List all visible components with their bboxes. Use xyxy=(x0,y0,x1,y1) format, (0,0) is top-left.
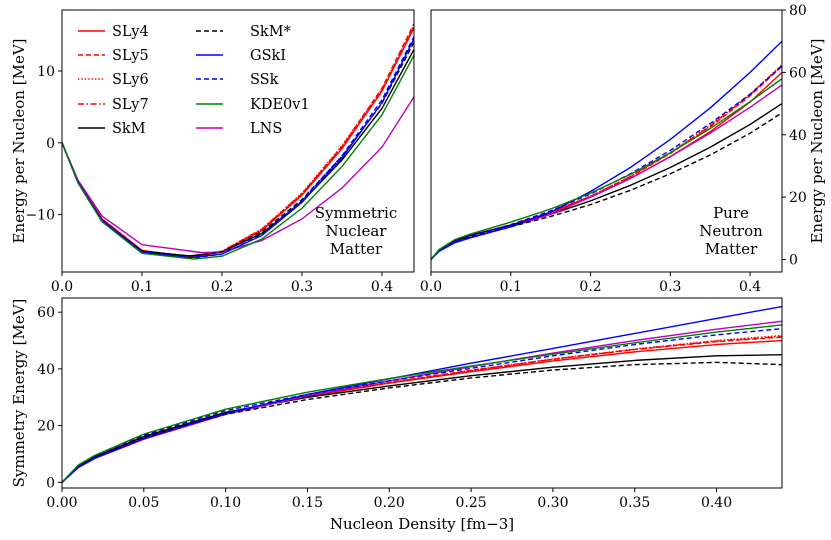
x-tick-label: 0.20 xyxy=(374,495,405,511)
series-line-ssk xyxy=(62,327,782,483)
y-tick-label: 60 xyxy=(37,305,55,321)
panel-annotation: Neutron xyxy=(699,222,763,240)
legend-label: SkM xyxy=(112,121,146,137)
y-tick-label: 20 xyxy=(37,419,55,435)
panel-annotation: Nuclear xyxy=(326,222,388,240)
x-tick-label: 0.15 xyxy=(292,495,323,511)
x-axis-label: Nucleon Density [fm−3] xyxy=(330,515,514,533)
panel-snm: 0.0 0.1 0.2 0.3 0.4 −10 0 10 Energy per Nucleon … xyxy=(10,9,415,295)
legend-label: KDE0v1 xyxy=(250,97,310,113)
x-tick-label: 0.40 xyxy=(701,495,732,511)
panel-esym: 0.00 0.05 0.10 0.15 0.20 0.25 0.30 0.35 0.40 0 20 4… xyxy=(10,297,783,533)
legend-label: SkM* xyxy=(250,24,292,40)
series-line-kde0v1 xyxy=(62,54,414,260)
series-group xyxy=(62,305,782,483)
x-tick-label: 0.00 xyxy=(46,495,77,511)
x-tick-label: 0.2 xyxy=(579,279,601,295)
panel-annotation: Matter xyxy=(330,240,383,258)
series-line-sly4 xyxy=(62,339,782,483)
series-line-gski xyxy=(62,305,782,483)
y-tick-label: 10 xyxy=(37,64,55,80)
x-tick-label: 0.0 xyxy=(51,279,73,295)
plot-frame xyxy=(61,9,415,273)
x-tick-label: 0.05 xyxy=(128,495,159,511)
legend-label: SLy7 xyxy=(112,97,149,113)
series-line-sly6 xyxy=(62,334,782,483)
x-tick-label: 0.35 xyxy=(619,495,650,511)
x-tick-label: 0.4 xyxy=(739,279,761,295)
y-tick-label: 80 xyxy=(789,3,807,19)
y-tick-label: 20 xyxy=(789,190,807,206)
legend: SLy4 SLy5 SLy6 SLy7 SkM SkM* GSkI SSk KDE0v1 LNS xyxy=(78,24,310,137)
series-line-kde0v1 xyxy=(431,78,782,260)
y-axis-label: Energy per Nucleon [MeV] xyxy=(808,38,826,243)
x-tick-label: 0.30 xyxy=(537,495,568,511)
legend-label: SLy4 xyxy=(112,24,149,40)
panel-annotation: Matter xyxy=(705,240,758,258)
x-tick-label: 0.4 xyxy=(371,279,393,295)
series-line-ssk xyxy=(431,65,782,260)
x-tick-label: 0.1 xyxy=(500,279,522,295)
y-tick-label: 40 xyxy=(789,128,807,144)
series-group xyxy=(431,40,782,261)
x-tick-label: 0.3 xyxy=(659,279,681,295)
y-tick-label: 0 xyxy=(46,475,55,491)
x-tick-label: 0.2 xyxy=(211,279,233,295)
y-axis-label: Energy per Nucleon [MeV] xyxy=(10,38,28,243)
y-tick-label: 40 xyxy=(37,362,55,378)
panel-annotation: Pure xyxy=(713,204,749,222)
y-tick-label: 0 xyxy=(46,136,55,152)
x-tick-label: 0.3 xyxy=(291,279,313,295)
series-group xyxy=(62,23,414,260)
panel-annotation: Symmetric xyxy=(315,204,397,222)
panel-pnm: 0.0 0.1 0.2 0.3 0.4 0 20 40 60 80 Energy per Nucle… xyxy=(420,3,826,295)
legend-label: SLy5 xyxy=(112,48,149,64)
x-tick-label: 0.0 xyxy=(420,279,442,295)
series-line-skm xyxy=(62,361,782,483)
plot-frame xyxy=(430,9,783,273)
legend-label: LNS xyxy=(250,121,282,137)
x-tick-label: 0.25 xyxy=(456,495,487,511)
y-tick-label: −10 xyxy=(25,208,55,224)
y-tick-label: 60 xyxy=(789,65,807,81)
legend-label: SSk xyxy=(250,72,279,88)
y-axis-label: Symmetry Energy [MeV] xyxy=(10,299,28,488)
legend-label: SLy6 xyxy=(112,72,149,88)
y-tick-label: 0 xyxy=(789,253,798,269)
series-line-kde0v1 xyxy=(62,324,782,483)
series-line-skm xyxy=(62,354,782,483)
legend-label: GSkI xyxy=(250,48,286,64)
x-tick-label: 0.10 xyxy=(210,495,241,511)
plot-frame xyxy=(61,297,783,489)
x-tick-label: 0.1 xyxy=(131,279,153,295)
